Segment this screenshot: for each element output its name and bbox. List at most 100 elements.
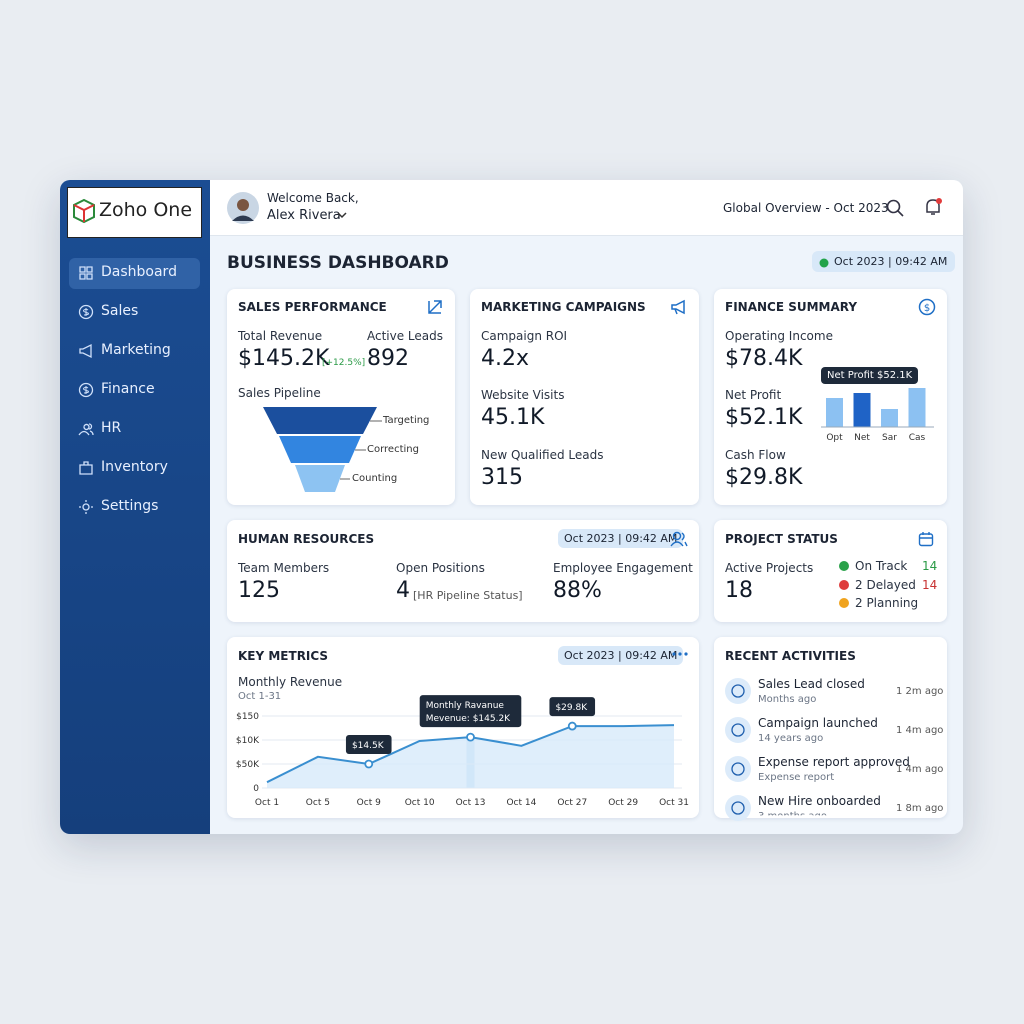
timestamp-pill: Oct 2023 | 09:42 AM (558, 646, 684, 665)
card-title: RECENT ACTIVITIES (725, 649, 856, 663)
value: 4.2x (481, 346, 530, 371)
activity-time: 1 4m ago (896, 764, 944, 775)
label: Sales Pipeline (238, 386, 321, 400)
activity-time: 1 4m ago (896, 725, 944, 736)
sidebar (60, 180, 210, 834)
tooltip: Net Profit $52.1K (821, 367, 919, 384)
value: 315 (481, 465, 523, 490)
activity-sub: Expense report (758, 772, 835, 783)
status-label: 2 Delayed (855, 578, 916, 592)
logo-box (67, 187, 202, 238)
bell-icon[interactable] (923, 197, 943, 217)
label: Campaign ROI (481, 329, 568, 343)
people-icon (670, 531, 688, 547)
finance-card (714, 289, 947, 505)
label: Active Projects (725, 561, 814, 575)
activity-title: Expense report approved (758, 755, 910, 769)
funnel (263, 407, 382, 492)
label: Operating Income (725, 329, 833, 343)
label: Active Leads (367, 329, 444, 343)
value: $29.8K (725, 465, 803, 490)
top-bar (210, 180, 963, 236)
card-title: HUMAN RESOURCES (238, 532, 375, 546)
funnel-label: Counting (352, 473, 398, 484)
funnel-label: Targeting (383, 415, 430, 426)
avatar (227, 192, 259, 224)
funnel-label: Correcting (367, 444, 419, 455)
project-card (714, 520, 947, 622)
value: 4 (396, 578, 410, 603)
value: 45.1K (481, 405, 545, 430)
timestamp-pill: Oct 2023 | 09:42 AM (812, 251, 956, 272)
more-icon[interactable] (672, 651, 688, 657)
label: Net Profit (725, 388, 782, 402)
value: 18 (725, 578, 753, 603)
dollar-icon: $ (918, 298, 936, 316)
svg-text:$: $ (924, 303, 930, 314)
timestamp-pill: Oct 2023 | 09:42 AM (558, 529, 684, 548)
label: New Qualified Leads (481, 448, 604, 462)
context: Global Overview - Oct 2023 (723, 201, 889, 215)
activity-icon (725, 756, 751, 782)
value: 892 (367, 346, 409, 371)
tooltip-text: Net Profit $52.1K (827, 370, 913, 381)
activity-sub: 3 months ago (758, 811, 827, 815)
nav-icon (79, 343, 92, 359)
value: $78.4K (725, 346, 803, 371)
label: Website Visits (481, 388, 565, 402)
value: $52.1K (725, 405, 803, 430)
activities-card (714, 637, 947, 818)
activity-time: 1 8m ago (896, 803, 944, 814)
user-name[interactable]: Alex Rivera (267, 208, 341, 223)
nav-icon (79, 500, 93, 514)
activity-title: New Hire onboarded (758, 794, 881, 808)
card-title: FINANCE SUMMARY (725, 300, 858, 314)
calendar-icon (918, 532, 934, 547)
label: Cash Flow (725, 448, 786, 462)
megaphone-icon (671, 299, 685, 315)
search-icon[interactable] (886, 199, 904, 217)
card-title: PROJECT STATUS (725, 532, 838, 546)
activity-icon (725, 717, 751, 743)
activity-icon (725, 678, 751, 704)
note: [HR Pipeline Status] (413, 589, 523, 602)
activity-time: 1 2m ago (896, 686, 944, 697)
card-title: SALES PERFORMANCE (238, 300, 387, 314)
value: 88% (553, 578, 602, 603)
status-count: 14 (922, 559, 938, 573)
nav-icon (78, 423, 94, 436)
marketing-card (470, 289, 699, 505)
nav-item[interactable]: Finance (101, 381, 155, 397)
status-label: On Track (855, 559, 908, 573)
nav-icon (79, 461, 93, 475)
nav-item[interactable]: Marketing (101, 342, 171, 358)
value: 125 (238, 578, 280, 603)
nav-icon (78, 304, 94, 320)
logo-icon (73, 198, 95, 224)
change: [+12.5%] (322, 358, 366, 368)
nav-item[interactable]: HR (101, 420, 122, 436)
nav-icon (78, 382, 94, 398)
activity-title: Campaign launched (758, 716, 878, 730)
chevron[interactable] (337, 211, 347, 219)
card-title: KEY METRICS (238, 649, 329, 663)
page-title: BUSINESS DASHBOARD (227, 253, 449, 273)
activity-sub: 14 years ago (758, 733, 824, 744)
card-title: MARKETING CAMPAIGNS (481, 300, 646, 314)
chart-subtitle: Oct 1-31 (238, 691, 282, 702)
value: $145.2K (238, 346, 330, 371)
nav-item[interactable]: Inventory (101, 459, 168, 475)
label: Employee Engagement (553, 561, 693, 575)
nav-item[interactable]: Dashboard (101, 264, 177, 280)
activity-title: Sales Lead closed (758, 677, 865, 691)
nav-item[interactable]: Sales (101, 303, 139, 319)
nav-item[interactable]: Settings (101, 498, 159, 514)
timestamp: Oct 2023 | 09:42 AM (564, 532, 678, 545)
status-count: 14 (922, 578, 938, 592)
brand: Zoho One (99, 199, 193, 221)
label: Total Revenue (238, 329, 323, 343)
timestamp: Oct 2023 | 09:42 AM (564, 649, 678, 662)
timestamp: Oct 2023 | 09:42 AM (834, 255, 948, 268)
label: Open Positions (396, 561, 485, 575)
